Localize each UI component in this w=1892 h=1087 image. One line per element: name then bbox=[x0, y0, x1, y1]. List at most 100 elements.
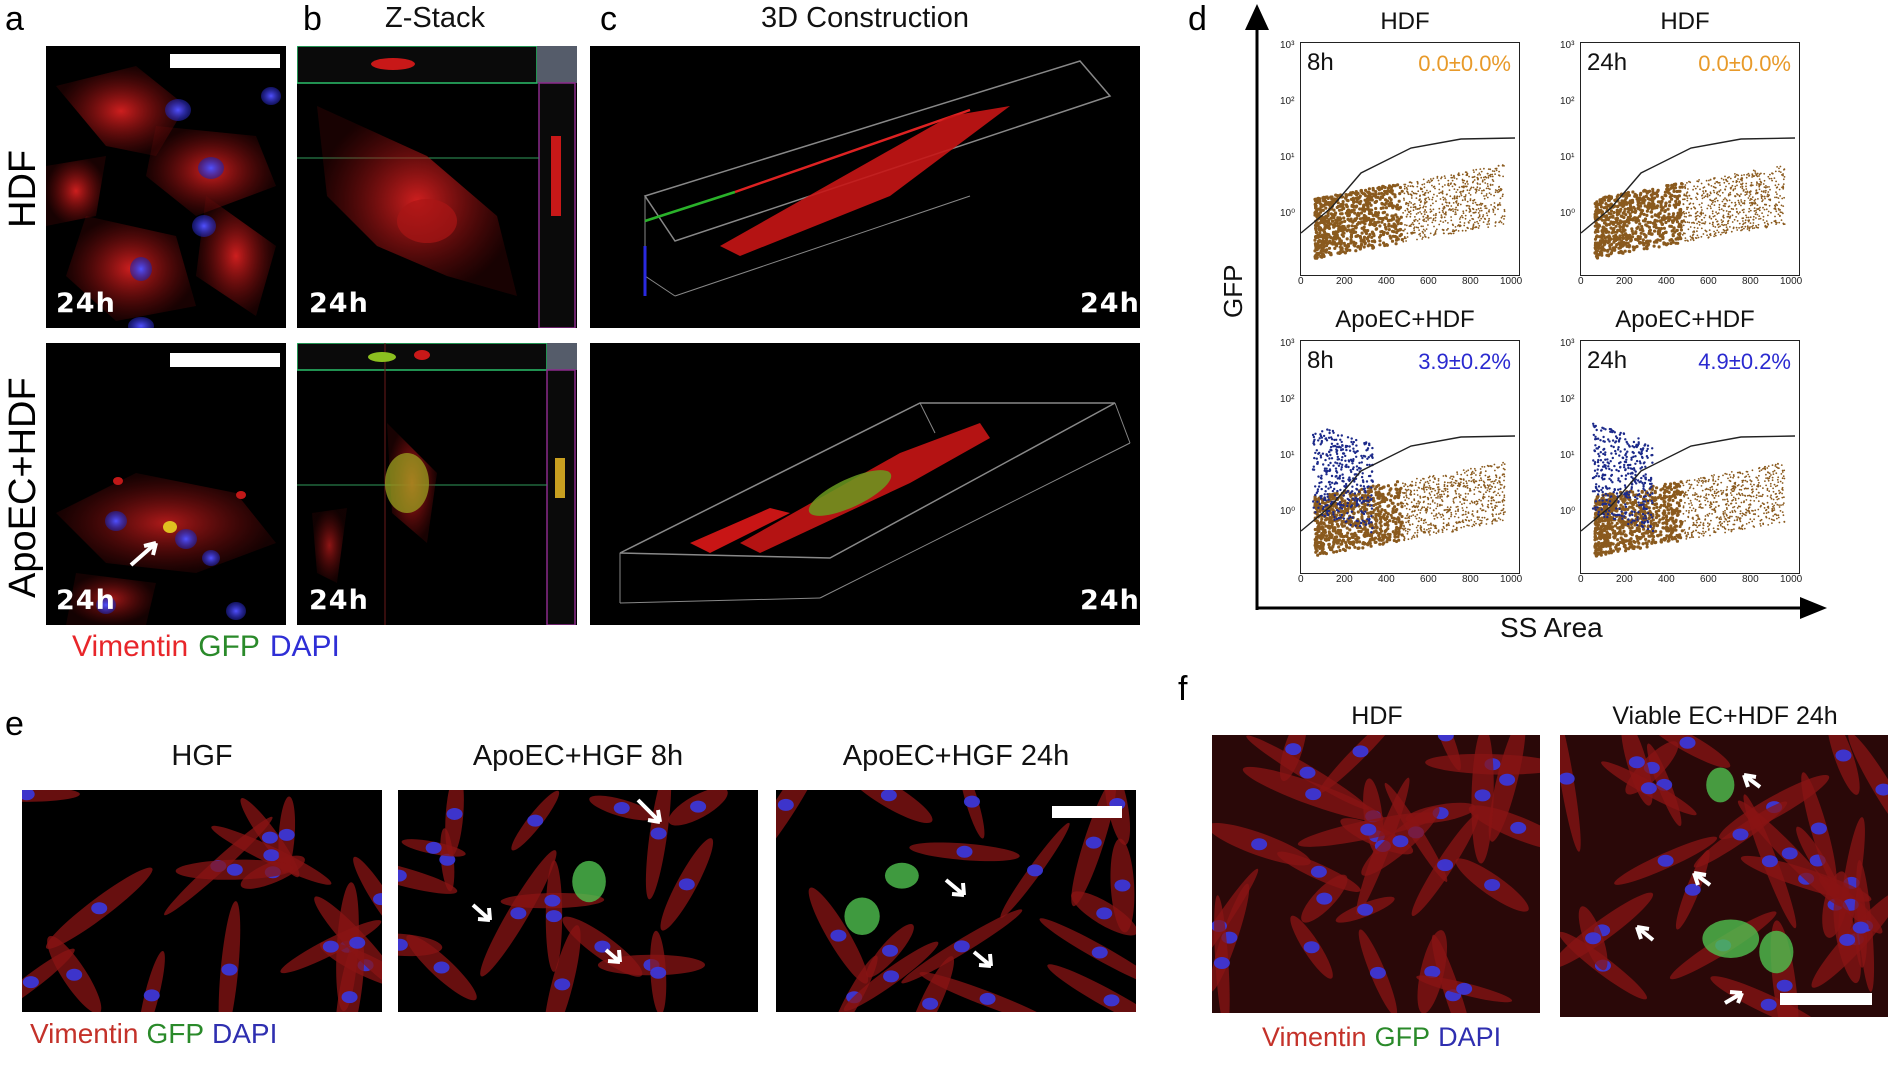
flow-time: 24h bbox=[1587, 49, 1628, 76]
scale-bar bbox=[170, 54, 280, 68]
time-label: 24h bbox=[1080, 585, 1140, 616]
y-tick: 10³ bbox=[1560, 40, 1575, 51]
y-tick: 10¹ bbox=[1280, 450, 1295, 461]
y-tick: 10⁰ bbox=[1280, 506, 1296, 517]
flow-time: 8h bbox=[1307, 347, 1334, 374]
row-label-apoec-hdf: ApoEC+HDF bbox=[2, 377, 44, 598]
column-title-3d-construction: 3D Construction bbox=[761, 2, 969, 34]
y-tick: 10³ bbox=[1560, 338, 1575, 349]
legend-gfp: GFP bbox=[146, 1018, 204, 1049]
x-tick: 600 bbox=[1420, 276, 1437, 287]
row-label-hdf: HDF bbox=[2, 149, 44, 228]
arrow-icon bbox=[129, 541, 158, 567]
zstack-image bbox=[297, 343, 577, 625]
legend-gfp: GFP bbox=[1374, 1022, 1431, 1052]
panel-letter-d: d bbox=[1188, 0, 1207, 38]
x-tick: 400 bbox=[1378, 276, 1395, 287]
image-a-apoec-hdf: 24h bbox=[46, 343, 286, 625]
panel-letter-c: c bbox=[600, 0, 617, 38]
flow-plot-hdf-24h: 24h 0.0±0.0% bbox=[1580, 42, 1800, 276]
arrow-icon bbox=[972, 950, 993, 968]
flow-title: HDF bbox=[1660, 8, 1710, 35]
gate-line bbox=[1301, 435, 1516, 532]
image-b-hdf-zstack: 24h bbox=[297, 46, 577, 328]
dot-cloud bbox=[1311, 428, 1506, 557]
legend-vimentin: Vimentin bbox=[1262, 1022, 1367, 1052]
y-tick: 10¹ bbox=[1560, 450, 1575, 461]
legend-dapi: DAPI bbox=[212, 1018, 278, 1049]
flow-plot-apoec-hdf-24h: 24h 4.9±0.2% bbox=[1580, 340, 1800, 574]
arrows-overlay bbox=[471, 798, 662, 964]
arrow-icon bbox=[1723, 990, 1744, 1005]
image-f-viable-ec-hdf-24h bbox=[1560, 735, 1888, 1017]
x-tick: 600 bbox=[1700, 574, 1717, 585]
stain-legend-f: Vimentin GFP DAPI bbox=[1262, 1022, 1511, 1053]
arrow-icon bbox=[1692, 871, 1712, 887]
flow-title: HDF bbox=[1380, 8, 1430, 35]
y-tick: 10⁰ bbox=[1280, 208, 1296, 219]
y-tick: 10⁰ bbox=[1560, 208, 1576, 219]
arrow-icon bbox=[604, 948, 622, 964]
image-c-apoec-hdf-3d: 24h bbox=[590, 343, 1140, 625]
x-tick: 800 bbox=[1462, 276, 1479, 287]
dot-cloud bbox=[1313, 164, 1506, 260]
y-tick: 10⁰ bbox=[1560, 506, 1576, 517]
image-c-hdf-3d: 24h bbox=[590, 46, 1140, 328]
x-tick: 400 bbox=[1658, 276, 1675, 287]
panel-f-title: Viable EC+HDF 24h bbox=[1612, 702, 1838, 730]
x-tick: 0 bbox=[1578, 276, 1584, 287]
y-tick: 10² bbox=[1280, 96, 1295, 107]
cells-image bbox=[22, 790, 382, 1012]
legend-dapi: DAPI bbox=[269, 630, 340, 663]
legend-dapi: DAPI bbox=[1438, 1022, 1502, 1052]
x-tick: 1000 bbox=[1500, 574, 1523, 585]
cells-image bbox=[46, 66, 281, 328]
image-e-apoec-hgf-24h bbox=[776, 790, 1136, 1012]
flow-percentage: 0.0±0.0% bbox=[1418, 51, 1511, 76]
panel-e-title: ApoEC+HGF 8h bbox=[472, 740, 684, 772]
cells-image bbox=[398, 790, 728, 1012]
flow-percentage: 4.9±0.2% bbox=[1698, 349, 1791, 374]
dot-cloud bbox=[1593, 165, 1786, 260]
legend-vimentin: Vimentin bbox=[30, 1018, 139, 1049]
image-e-apoec-hgf-8h bbox=[398, 790, 758, 1012]
scatter-plot bbox=[1581, 137, 1796, 260]
panel-letter-a: a bbox=[5, 0, 24, 38]
legend-vimentin: Vimentin bbox=[72, 630, 189, 663]
arrow-icon bbox=[471, 903, 492, 922]
y-tick: 10³ bbox=[1280, 338, 1295, 349]
arrow-icon bbox=[1635, 925, 1655, 942]
flow-y-ticks: 10³ 10² 10¹ 10⁰ bbox=[1280, 40, 1300, 280]
cells-image bbox=[1212, 735, 1540, 1013]
x-tick: 1000 bbox=[1780, 574, 1803, 585]
image-a-hdf: 24h bbox=[46, 46, 286, 328]
3d-render-image bbox=[643, 60, 1112, 297]
time-label: 24h bbox=[56, 288, 116, 319]
flow-y-axis-label: GFP bbox=[1218, 264, 1248, 318]
image-f-hdf bbox=[1212, 735, 1540, 1013]
gate-line bbox=[1581, 435, 1796, 532]
x-tick: 0 bbox=[1578, 574, 1584, 585]
dot-cloud bbox=[1591, 422, 1786, 558]
flow-title: ApoEC+HDF bbox=[1615, 306, 1755, 333]
arrow-icon bbox=[636, 798, 662, 824]
gate-line bbox=[1581, 137, 1796, 234]
x-tick: 200 bbox=[1616, 276, 1633, 287]
x-tick: 800 bbox=[1742, 276, 1759, 287]
time-label: 24h bbox=[309, 288, 369, 319]
x-tick: 800 bbox=[1742, 574, 1759, 585]
x-tick: 1000 bbox=[1500, 276, 1523, 287]
flow-title: ApoEC+HDF bbox=[1335, 306, 1475, 333]
time-label: 24h bbox=[1080, 288, 1140, 319]
time-label: 24h bbox=[56, 585, 116, 616]
arrow-icon bbox=[944, 878, 966, 897]
arrow-icon bbox=[1742, 773, 1762, 789]
y-tick: 10³ bbox=[1280, 40, 1295, 51]
scale-bar bbox=[1052, 806, 1122, 818]
x-tick: 800 bbox=[1462, 574, 1479, 585]
flow-time: 24h bbox=[1587, 347, 1628, 374]
flow-time: 8h bbox=[1307, 49, 1334, 76]
x-tick: 200 bbox=[1616, 574, 1633, 585]
cells-image bbox=[56, 473, 276, 625]
cells-image bbox=[1560, 735, 1888, 1017]
